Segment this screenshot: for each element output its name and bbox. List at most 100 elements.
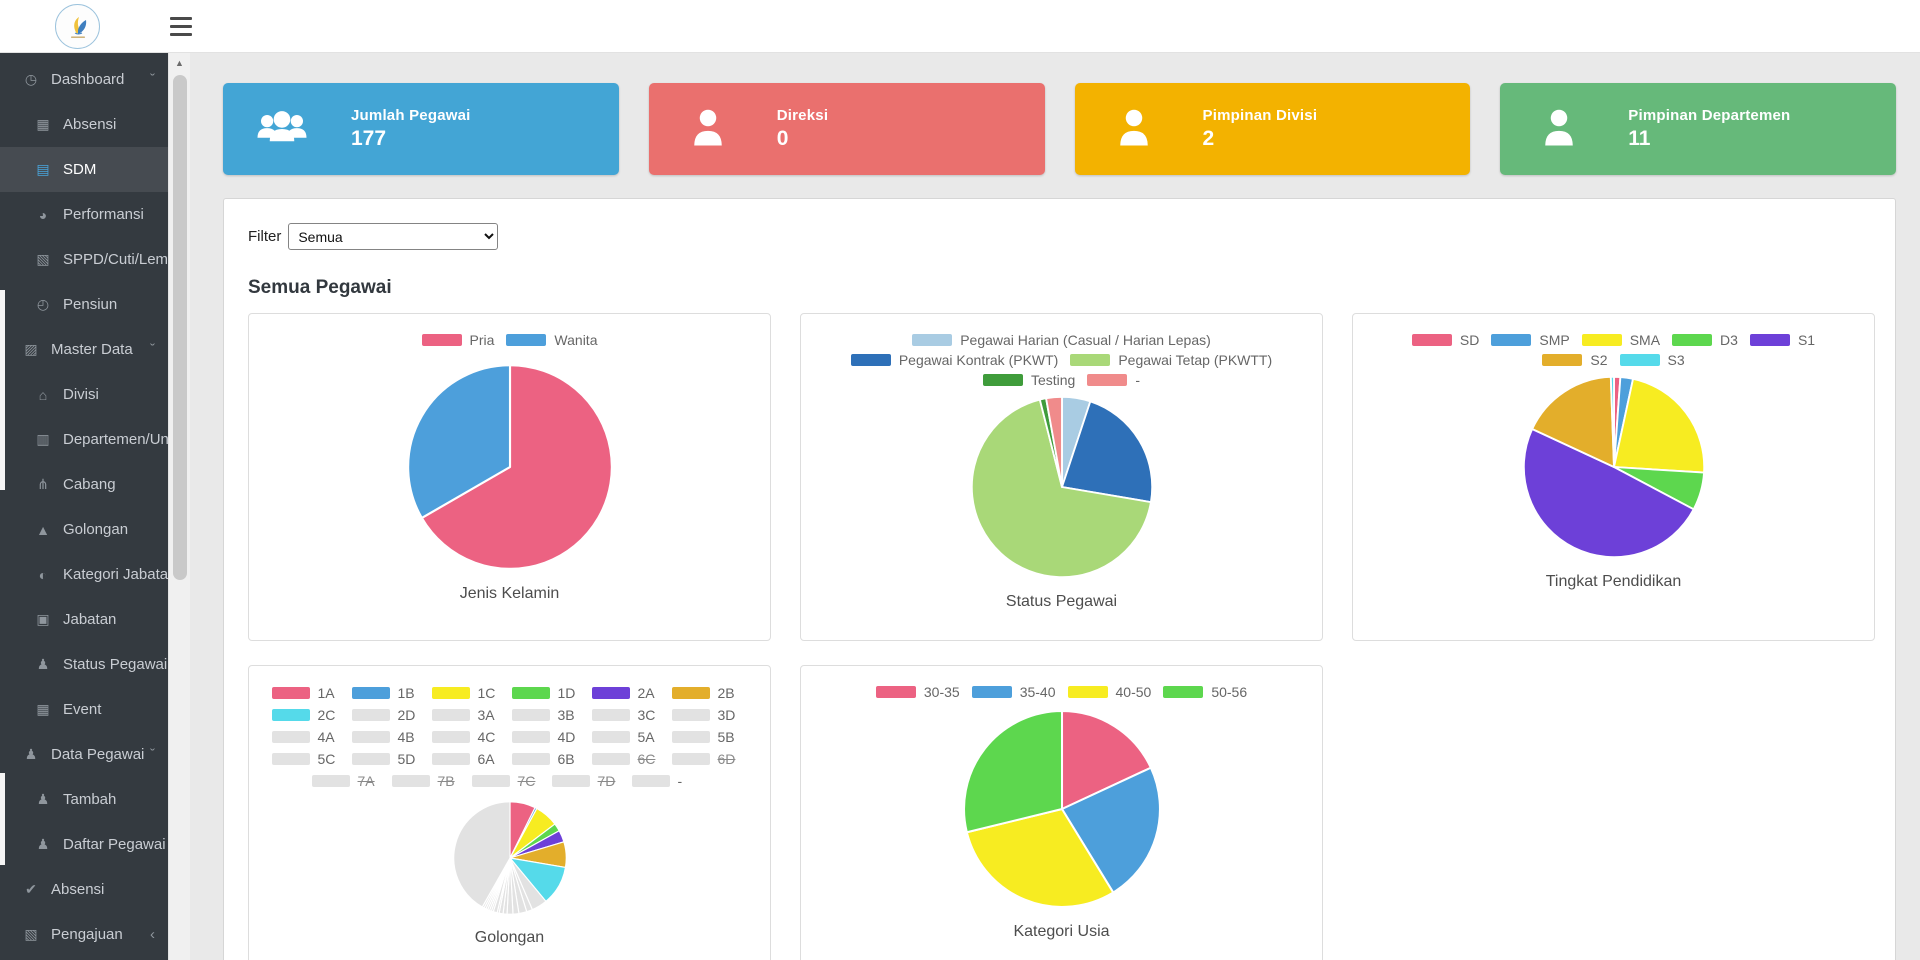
sidebar-item-absensi[interactable]: ▦ Absensi — [0, 102, 168, 147]
sidebar-item-pengajuan[interactable]: ▧ Pengajuan ‹ — [0, 912, 168, 957]
legend-item-pegawai-harian-casual-harian-lepas-[interactable]: Pegawai Harian (Casual / Harian Lepas) — [912, 332, 1211, 348]
pie-chart-jenis-kelamin[interactable] — [405, 362, 615, 572]
legend-item-1d[interactable]: 1D — [511, 685, 588, 701]
legend-item-5d[interactable]: 5D — [351, 751, 428, 767]
legend-item-pegawai-tetap-pkwtt-[interactable]: Pegawai Tetap (PKWTT) — [1070, 352, 1272, 368]
legend-item-pria[interactable]: Pria — [421, 332, 494, 348]
pie-slice-wanita[interactable] — [406, 364, 511, 519]
sidebar-item-performansi[interactable]: ◕ Performansi — [0, 192, 168, 237]
filter-select[interactable]: Semua — [288, 223, 499, 250]
pie-slice--[interactable] — [452, 801, 511, 908]
pie-slice-pegawai-tetap-pkwtt-[interactable] — [970, 398, 1152, 579]
sidebar-scrollbar-track[interactable] — [0, 773, 5, 865]
legend-item-5a[interactable]: 5A — [591, 729, 668, 745]
legend-item-6a[interactable]: 6A — [431, 751, 508, 767]
sidebar-item-tambah[interactable]: ♟ Tambah — [0, 777, 168, 822]
legend-item-2b[interactable]: 2B — [671, 685, 748, 701]
sidebar-item-cabang[interactable]: ⋔ Cabang — [0, 462, 168, 507]
legend-swatch — [351, 731, 390, 743]
legend-item-4d[interactable]: 4D — [511, 729, 588, 745]
sidebar-item-absensi[interactable]: ✔ Absensi — [0, 867, 168, 912]
pie-slice-50-56[interactable] — [962, 710, 1063, 834]
sidebar-item-divisi[interactable]: ⌂ Divisi — [0, 372, 168, 417]
legend-item-7a[interactable]: 7A — [311, 773, 388, 789]
legend-item-3b[interactable]: 3B — [511, 707, 588, 723]
legend-item-2a[interactable]: 2A — [591, 685, 668, 701]
legend-item-4b[interactable]: 4B — [351, 729, 428, 745]
stat-card-pimpinan-divisi[interactable]: Pimpinan Divisi 2 — [1074, 83, 1471, 175]
legend-item--[interactable]: - — [631, 773, 708, 789]
pie-slice-sma[interactable] — [1612, 377, 1705, 474]
sidebar-item-pensiun[interactable]: ◴ Pensiun — [0, 282, 168, 327]
legend-item-3d[interactable]: 3D — [671, 707, 748, 723]
legend-item-1c[interactable]: 1C — [431, 685, 508, 701]
pie-chart-tingkat-pendidikan[interactable] — [1521, 374, 1707, 560]
legend-item-s3[interactable]: S3 — [1619, 352, 1685, 368]
legend-item-s2[interactable]: S2 — [1542, 352, 1608, 368]
sidebar-item-event[interactable]: ▦ Event — [0, 687, 168, 732]
pie-chart-kategori-usia[interactable] — [961, 708, 1163, 910]
sidebar-item-dashboard[interactable]: ◷ Dashboard ˇ — [0, 57, 168, 102]
stat-card-direksi[interactable]: Direksi 0 — [648, 83, 1045, 175]
content-scrollbar[interactable]: ▲ — [168, 53, 190, 960]
sidebar-item-sdm[interactable]: ▤ SDM — [0, 147, 168, 192]
legend-item-3a[interactable]: 3A — [431, 707, 508, 723]
pie-chart-golongan[interactable] — [452, 800, 568, 916]
legend-item--[interactable]: - — [1087, 372, 1140, 388]
legend-item-pegawai-kontrak-pkwt-[interactable]: Pegawai Kontrak (PKWT) — [850, 352, 1058, 368]
legend-item-smp[interactable]: SMP — [1491, 332, 1570, 348]
legend-item-1b[interactable]: 1B — [351, 685, 428, 701]
sidebar-toggle-button[interactable] — [170, 17, 192, 36]
legend-item-35-40[interactable]: 35-40 — [971, 684, 1056, 700]
sidebar-item-departemen-unit[interactable]: ▥ Departemen/Unit — [0, 417, 176, 462]
legend-item-3c[interactable]: 3C — [591, 707, 668, 723]
legend-item-5c[interactable]: 5C — [271, 751, 348, 767]
stat-card-jumlah-pegawai[interactable]: Jumlah Pegawai 177 — [223, 83, 619, 175]
legend-item-1a[interactable]: 1A — [271, 685, 348, 701]
sidebar-item-kategori-jabatan[interactable]: ◐ Kategori Jabatan — [0, 552, 177, 597]
legend-item-sd[interactable]: SD — [1411, 332, 1479, 348]
legend-item-6b[interactable]: 6B — [511, 751, 588, 767]
pie-slice-s2[interactable] — [1530, 375, 1615, 468]
stat-card-pimpinan-departemen[interactable]: Pimpinan Departemen 11 — [1500, 83, 1896, 175]
legend-item-d3[interactable]: D3 — [1672, 332, 1738, 348]
legend-item-6d[interactable]: 6D — [671, 751, 748, 767]
sidebar-item-jabatan[interactable]: ▣ Jabatan — [0, 597, 168, 642]
sidebar-item-golongan[interactable]: ▲ Golongan — [0, 507, 168, 552]
sidebar-item-sppd-cuti-lembur[interactable]: ▧ SPPD/Cuti/Lembur — [0, 237, 189, 282]
legend-item-wanita[interactable]: Wanita — [506, 332, 597, 348]
pie-chart-status-pegawai[interactable] — [969, 394, 1155, 580]
legend-item-7b[interactable]: 7B — [391, 773, 468, 789]
pie-slice--[interactable] — [1044, 395, 1063, 488]
pie-slice-35-40[interactable] — [1060, 766, 1161, 894]
legend-item-s1[interactable]: S1 — [1749, 332, 1815, 348]
scrollbar-up-arrow-icon[interactable]: ▲ — [175, 58, 184, 68]
legend-item-6c[interactable]: 6C — [591, 751, 668, 767]
legend-item-50-56[interactable]: 50-56 — [1163, 684, 1247, 700]
sidebar-scrollbar-track[interactable] — [0, 290, 5, 490]
scrollbar-thumb[interactable] — [172, 75, 187, 580]
company-logo[interactable] — [55, 4, 100, 49]
pie-slice-s3[interactable] — [1609, 375, 1615, 468]
sidebar-item-data-pegawai[interactable]: ♟ Data Pegawai ˇ — [0, 732, 168, 777]
legend-swatch — [631, 775, 670, 787]
legend-item-testing[interactable]: Testing — [982, 372, 1075, 388]
pie-slice-30-35[interactable] — [1060, 710, 1152, 811]
legend-item-5b[interactable]: 5B — [671, 729, 748, 745]
legend-item-4c[interactable]: 4C — [431, 729, 508, 745]
legend-item-30-35[interactable]: 30-35 — [875, 684, 960, 700]
legend-item-2d[interactable]: 2D — [351, 707, 428, 723]
pie-slice-40-50[interactable] — [965, 807, 1114, 908]
legend-item-7d[interactable]: 7D — [551, 773, 628, 789]
legend-item-40-50[interactable]: 40-50 — [1067, 684, 1151, 700]
pie-slice-pegawai-kontrak-pkwt-[interactable] — [1060, 400, 1153, 504]
legend-item-7c[interactable]: 7C — [471, 773, 548, 789]
sidebar-item-master-data[interactable]: ▨ Master Data ˇ — [0, 327, 168, 372]
pie-slice-s1[interactable] — [1522, 428, 1695, 559]
pie-slice-pria[interactable] — [420, 364, 613, 570]
legend-item-2c[interactable]: 2C — [271, 707, 348, 723]
legend-item-4a[interactable]: 4A — [271, 729, 348, 745]
sidebar-item-daftar-pegawai[interactable]: ♟ Daftar Pegawai — [0, 822, 168, 867]
sidebar-item-status-pegawai[interactable]: ♟ Status Pegawai — [0, 642, 168, 687]
legend-item-sma[interactable]: SMA — [1581, 332, 1660, 348]
